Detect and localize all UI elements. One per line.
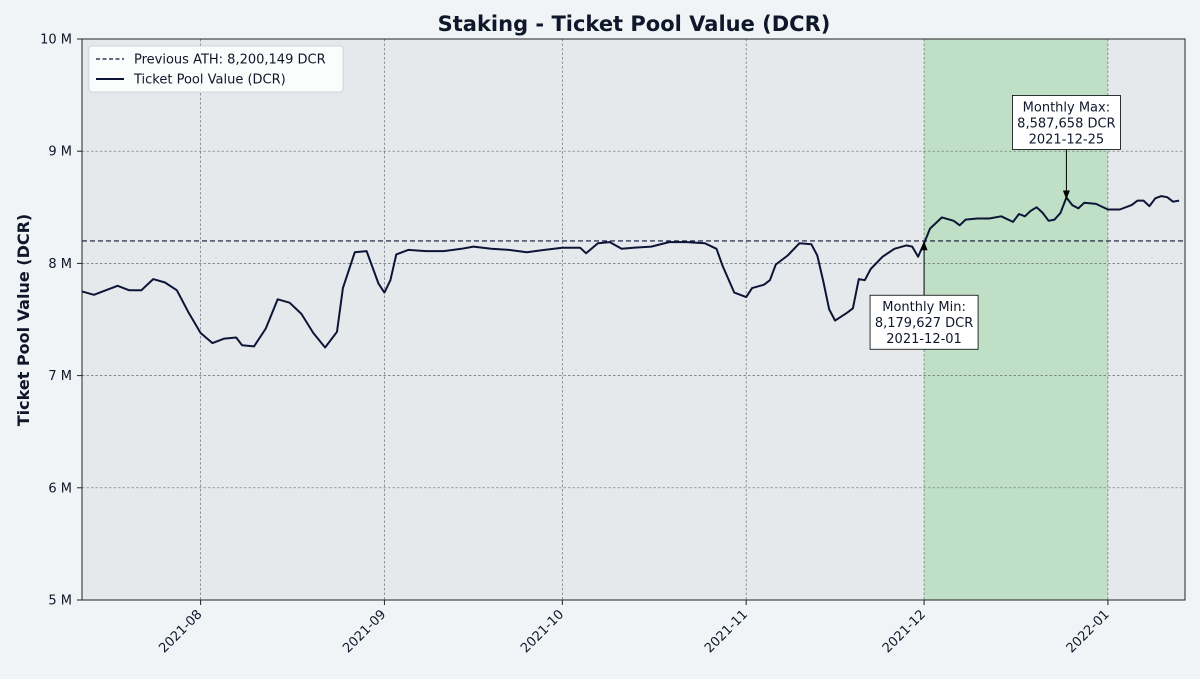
annotation-text-line: 8,179,627 DCR [875,316,973,331]
x-tick-label: 2021-08 [156,607,205,656]
plot-area: 5 M 6 M 7 M 8 M 9 M 10 M 2021-08 2021-09 2021-10… [40,33,1186,656]
annotation-text-line: 8,587,658 DCR [1017,116,1115,131]
legend-label-series: Ticket Pool Value (DCR) [133,73,286,88]
annotation-box [869,294,979,350]
annotation-text-line: 2021-12-01 [886,332,962,347]
legend-label-ath: Previous ATH: 8,200,149 DCR [134,53,326,68]
annotation-text-line: Monthly Min: [882,300,966,315]
ticket-pool-series-line [81,195,1180,349]
annotation-box [1011,95,1121,150]
y-tick-label: 8 M [48,257,72,272]
annotation-arrow-head [920,241,928,251]
legend-box [88,45,344,93]
x-tick-label: 2021-10 [518,607,567,656]
y-tick-label: 6 M [48,481,72,496]
x-tick-label: 2021-12 [880,607,929,656]
legend: Previous ATH: 8,200,149 DCR Ticket Pool … [88,45,344,93]
x-tick-label: 2021-09 [340,607,389,656]
chart-title: Staking - Ticket Pool Value (DCR) [438,12,831,36]
x-tick-label: 2021-11 [702,607,751,656]
y-axis-label: Ticket Pool Value (DCR) [14,214,33,427]
y-tick-label: 7 M [48,369,72,384]
y-tick-label: 10 M [40,33,72,48]
annotation-text-line: 2021-12-25 [1029,132,1105,147]
y-tick-label: 9 M [48,145,72,160]
y-tick-label: 5 M [48,594,72,609]
annotation-arrow-head [1062,190,1070,200]
x-tick-label: 2022-01 [1064,607,1113,656]
annotation-text-line: Monthly Max: [1023,100,1110,115]
plot-frame [81,38,1186,601]
